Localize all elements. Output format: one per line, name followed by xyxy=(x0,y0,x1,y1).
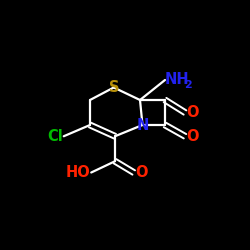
Text: NH: NH xyxy=(165,72,190,88)
Text: 2: 2 xyxy=(184,80,192,90)
Text: HO: HO xyxy=(65,165,90,180)
Text: N: N xyxy=(136,118,149,132)
Text: S: S xyxy=(108,80,119,95)
Text: O: O xyxy=(135,165,147,180)
Text: O: O xyxy=(186,129,199,144)
Text: O: O xyxy=(186,105,199,120)
Text: Cl: Cl xyxy=(47,129,62,144)
